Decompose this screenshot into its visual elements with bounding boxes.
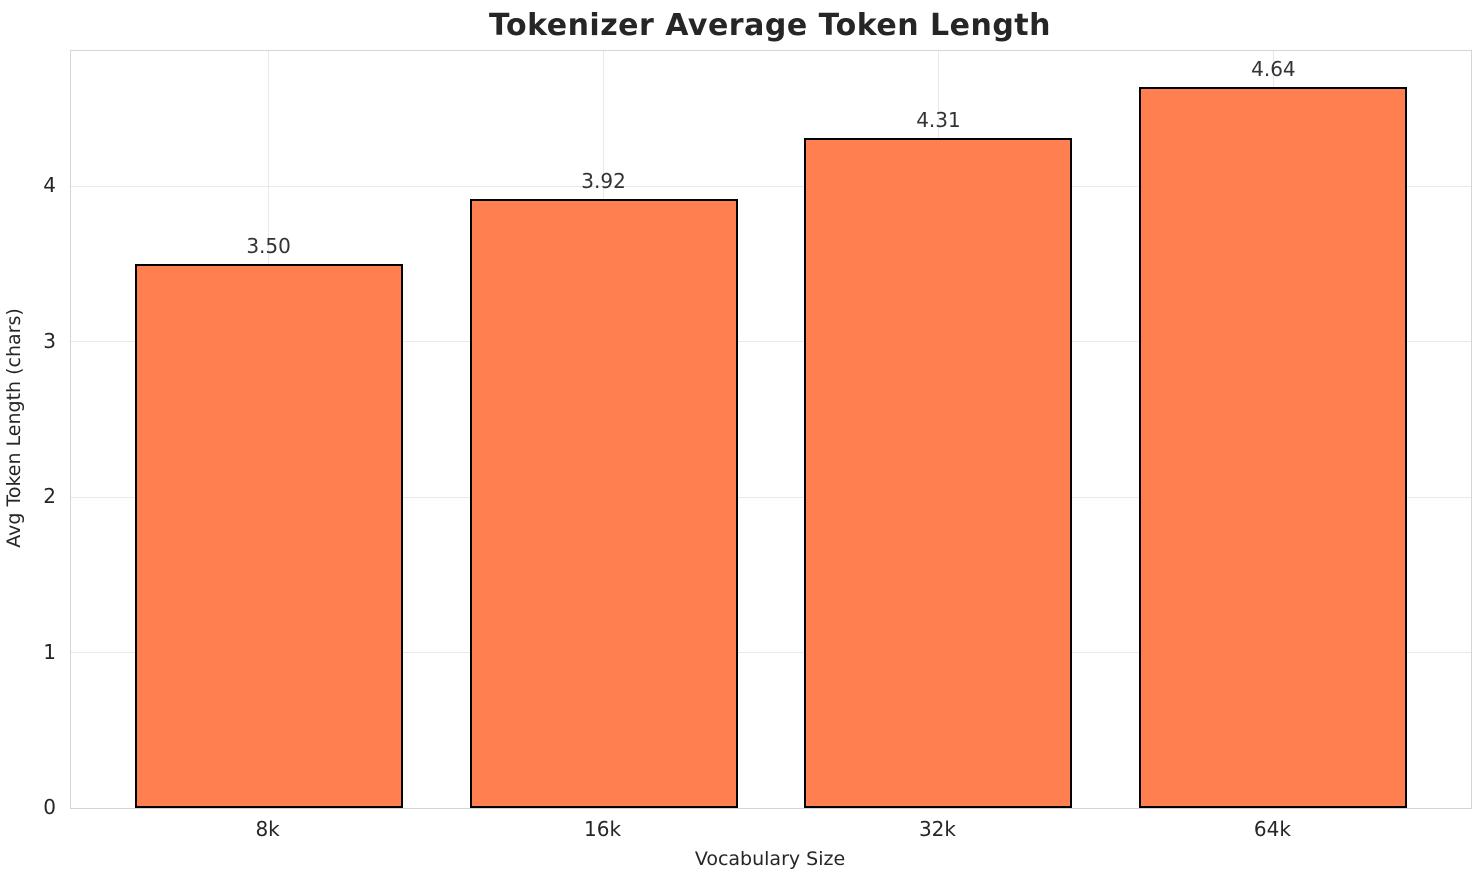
gridline-h [71, 185, 1471, 187]
y-tick-label: 0 [43, 795, 56, 819]
y-tick-label: 4 [43, 173, 56, 198]
x-tick-label: 16k [584, 817, 622, 841]
y-tick-label: 2 [43, 484, 56, 509]
chart-title: Tokenizer Average Token Length [488, 8, 1051, 43]
gridline-h [71, 652, 1471, 654]
plot-area: 3.50 3.92 4.31 4.64 [70, 50, 1472, 809]
bar-value-label: 3.50 [246, 234, 291, 259]
y-tick-label: 3 [43, 328, 56, 353]
bar [134, 264, 403, 808]
bar [469, 198, 738, 808]
bar-value-label: 3.92 [581, 168, 626, 193]
bar-value-label: 4.64 [1251, 57, 1296, 82]
y-tick-label: 1 [43, 639, 56, 664]
x-tick-label: 8k [255, 817, 280, 841]
gridline-h [71, 496, 1471, 498]
bar-value-label: 4.31 [916, 108, 961, 133]
x-axis-label: Vocabulary Size [694, 848, 846, 870]
gridline-h [71, 341, 1471, 343]
x-tick-label: 32k [918, 817, 956, 841]
bar [1139, 87, 1408, 808]
bar [804, 138, 1073, 808]
x-tick-label: 64k [1253, 817, 1291, 841]
